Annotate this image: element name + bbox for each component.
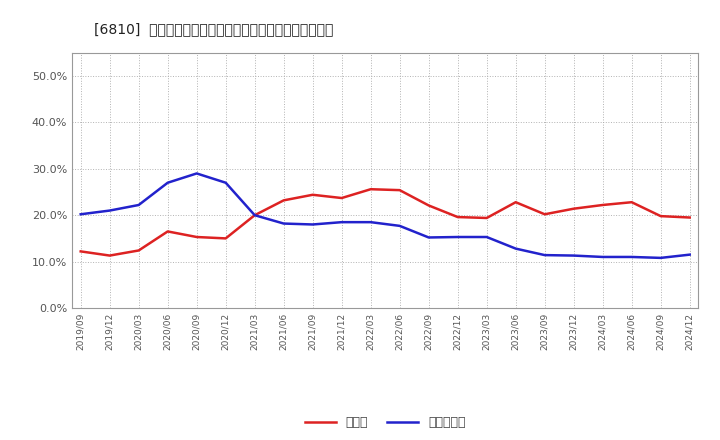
有利子負債 <box>251 213 259 218</box>
有利子負債 <box>424 235 433 240</box>
有利子負債 <box>657 255 665 260</box>
有利子負債 <box>685 252 694 257</box>
現預金 <box>657 213 665 219</box>
現預金 <box>308 192 317 198</box>
Text: [6810]  現預金、有利子負債の総資産に対する比率の推移: [6810] 現預金、有利子負債の総資産に対する比率の推移 <box>94 22 333 36</box>
有利子負債 <box>627 254 636 260</box>
有利子負債 <box>395 223 404 228</box>
現預金 <box>192 235 201 240</box>
現預金 <box>598 202 607 208</box>
有利子負債 <box>541 253 549 258</box>
現預金 <box>338 195 346 201</box>
現預金 <box>251 213 259 218</box>
現預金 <box>541 212 549 217</box>
有利子負債 <box>366 220 375 225</box>
現預金 <box>511 200 520 205</box>
現預金 <box>395 187 404 193</box>
現預金 <box>685 215 694 220</box>
有利子負債 <box>598 254 607 260</box>
Legend: 現預金, 有利子負債: 現預金, 有利子負債 <box>300 411 471 434</box>
現預金 <box>135 248 143 253</box>
有利子負債 <box>163 180 172 185</box>
有利子負債 <box>76 212 85 217</box>
有利子負債 <box>279 221 288 226</box>
現預金 <box>221 236 230 241</box>
現預金 <box>76 249 85 254</box>
有利子負債 <box>482 235 491 240</box>
現預金 <box>424 203 433 208</box>
現預金 <box>105 253 114 258</box>
現預金 <box>163 229 172 234</box>
有利子負債 <box>105 208 114 213</box>
現預金 <box>279 198 288 203</box>
有利子負債 <box>454 235 462 240</box>
Line: 有利子負債: 有利子負債 <box>81 173 690 258</box>
有利子負債 <box>511 246 520 251</box>
現預金 <box>570 206 578 211</box>
有利子負債 <box>135 202 143 208</box>
現預金 <box>454 214 462 220</box>
有利子負債 <box>221 180 230 185</box>
有利子負債 <box>570 253 578 258</box>
有利子負債 <box>192 171 201 176</box>
有利子負債 <box>308 222 317 227</box>
Line: 現預金: 現預金 <box>81 189 690 256</box>
現預金 <box>482 215 491 220</box>
有利子負債 <box>338 220 346 225</box>
現預金 <box>627 200 636 205</box>
現預金 <box>366 187 375 192</box>
